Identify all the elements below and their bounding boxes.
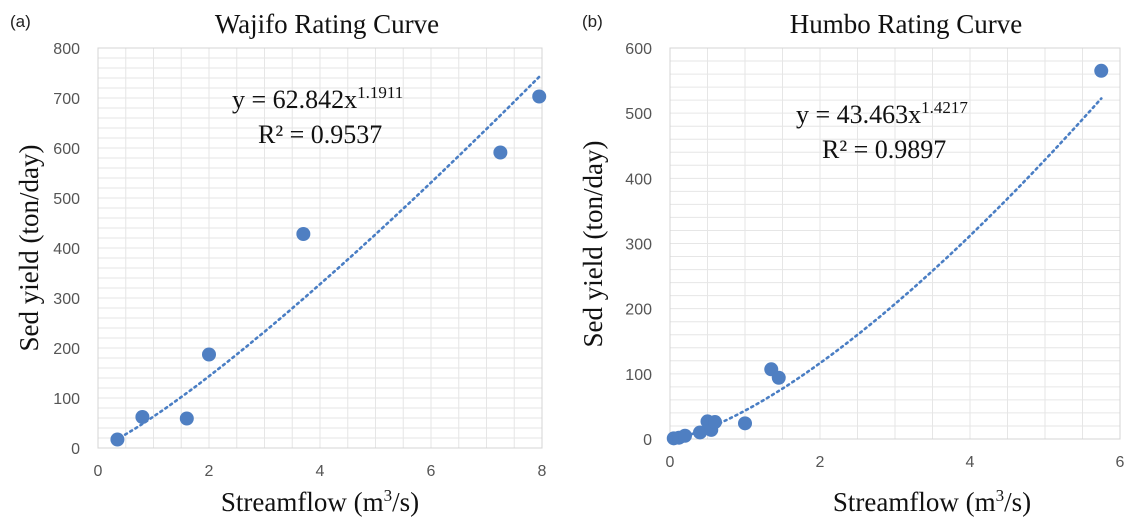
trendline-a — [113, 75, 541, 442]
y-tick-label: 200 — [53, 341, 80, 358]
data-point — [110, 432, 125, 447]
x-ticks-b: 0 2 4 6 — [666, 454, 1125, 471]
data-point — [771, 370, 786, 385]
equation-exponent-a: 1.1911 — [357, 83, 403, 102]
y-tick-label: 600 — [53, 141, 80, 158]
plot-area-a — [97, 47, 543, 449]
trendline-b — [672, 97, 1103, 440]
panel-label-a: (a) — [10, 12, 31, 31]
data-point — [135, 410, 150, 424]
y-tick-label: 700 — [53, 91, 80, 108]
data-point — [1094, 63, 1109, 78]
y-tick-label: 500 — [53, 191, 80, 208]
data-point — [708, 415, 722, 430]
y-axis-label-b: Sed yield (ton/day) — [578, 141, 608, 348]
data-point — [179, 411, 194, 426]
y-ticks-a: 0 100 200 300 400 500 600 700 800 — [53, 41, 80, 458]
x-tick-label: 6 — [1116, 454, 1125, 471]
y-tick-label: 500 — [625, 106, 652, 123]
x-axis-label-b: Streamflow (m3/s) — [833, 486, 1031, 517]
data-point — [296, 227, 311, 241]
data-points-b — [666, 63, 1109, 446]
r-squared-b: R² = 0.9897 — [822, 135, 946, 164]
x-tick-label: 0 — [94, 463, 103, 480]
y-tick-label: 0 — [71, 441, 80, 458]
y-tick-label: 100 — [625, 367, 652, 384]
y-tick-label: 0 — [643, 432, 652, 449]
chart-title-a: Wajifo Rating Curve — [215, 9, 439, 39]
x-tick-label: 8 — [538, 463, 547, 480]
y-tick-label: 600 — [625, 41, 652, 58]
y-tick-label: 300 — [625, 237, 652, 254]
y-ticks-b: 0 100 200 300 400 500 600 — [625, 41, 652, 449]
equation-b: y = 43.463x1.4217 — [796, 98, 968, 129]
equation-main-b: y = 43.463x — [796, 100, 921, 129]
data-point — [532, 89, 547, 104]
data-point — [678, 428, 692, 443]
equation-a: y = 62.842x1.1911 — [232, 83, 403, 114]
x-tick-label: 6 — [427, 463, 436, 480]
x-tick-label: 2 — [816, 454, 825, 471]
r-squared-a: R² = 0.9537 — [258, 120, 382, 149]
chart-title-b: Humbo Rating Curve — [790, 9, 1022, 39]
chart-wajifo: (a) Wajifo Rating Curve 0 100 200 300 400 500… — [10, 9, 547, 517]
data-point — [202, 347, 216, 362]
equation-main-a: y = 62.842x — [232, 85, 357, 114]
chart-humbo: (b) Humbo Rating Curve 0 100 200 300 400 500 6… — [578, 9, 1125, 517]
panel-label-b: (b) — [582, 12, 603, 31]
x-tick-label: 0 — [666, 454, 675, 471]
x-tick-label: 4 — [316, 463, 325, 480]
y-tick-label: 300 — [53, 291, 80, 308]
y-tick-label: 400 — [53, 241, 80, 258]
data-point — [693, 425, 707, 440]
plot-area-b — [669, 47, 1121, 440]
y-axis-label-a: Sed yield (ton/day) — [14, 145, 44, 352]
y-tick-label: 800 — [53, 41, 80, 58]
x-ticks-a: 0 2 4 6 8 — [94, 463, 547, 480]
x-axis-label-a: Streamflow (m3/s) — [221, 486, 419, 517]
x-tick-label: 2 — [205, 463, 214, 480]
data-point — [493, 145, 508, 160]
gridlines-a — [97, 47, 543, 449]
data-point — [738, 416, 752, 431]
y-tick-label: 200 — [625, 302, 652, 319]
data-points-a — [110, 89, 547, 447]
x-tick-label: 4 — [966, 454, 975, 471]
y-tick-label: 400 — [625, 171, 652, 188]
equation-exponent-b: 1.4217 — [921, 98, 968, 117]
y-tick-label: 100 — [53, 391, 80, 408]
